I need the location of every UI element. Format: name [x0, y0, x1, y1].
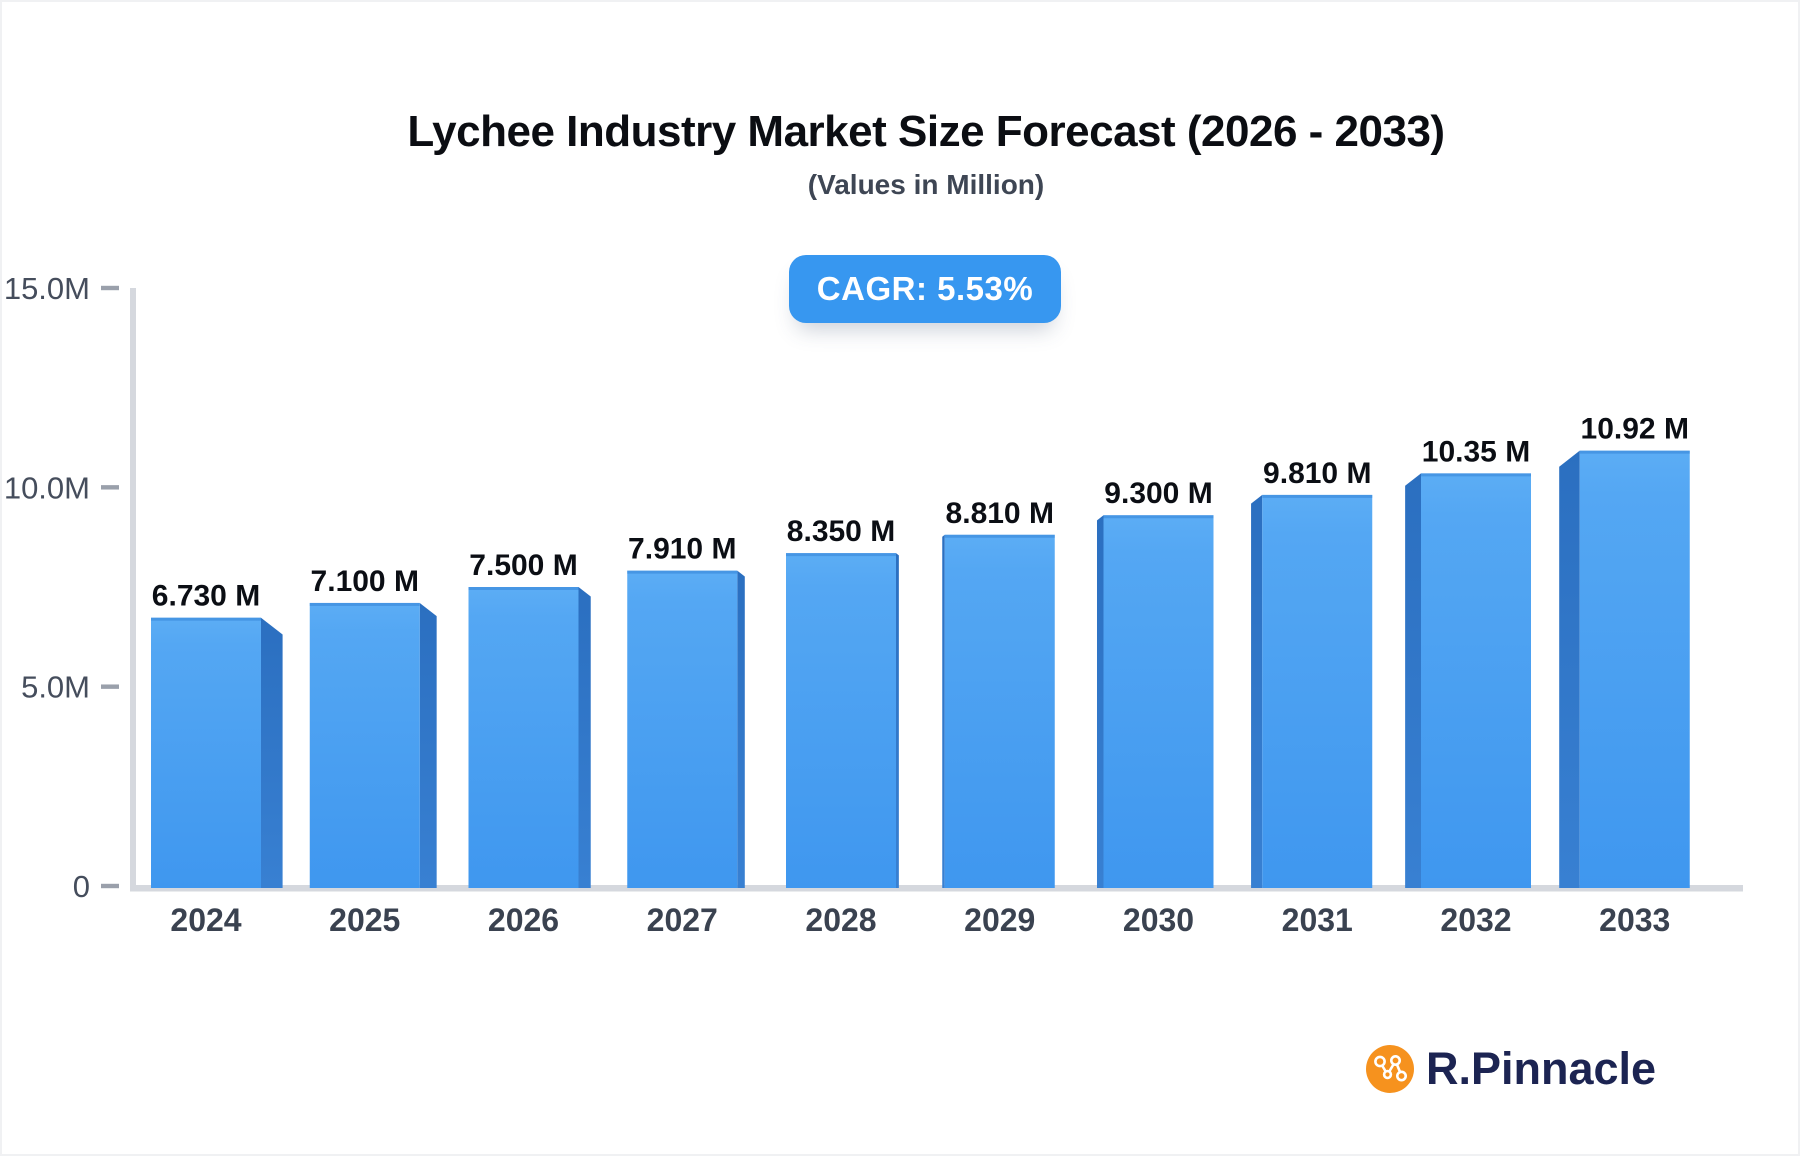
bar-value-label: 10.35 M	[1422, 435, 1530, 468]
bar-front-face	[151, 617, 261, 888]
bar-group-2031: 9.810 M 2031	[1251, 457, 1373, 938]
bar-front-face	[944, 534, 1055, 888]
brand-logo: R.Pinnacle	[1366, 1044, 1656, 1094]
bar-value-label: 8.350 M	[787, 515, 895, 548]
x-axis-label: 2026	[488, 902, 559, 938]
bar-top-edge	[151, 617, 261, 621]
bar-front-face	[786, 553, 896, 888]
bar-value-label: 9.300 M	[1104, 477, 1212, 510]
bar-front-face	[627, 570, 738, 888]
x-axis-label: 2028	[805, 902, 876, 938]
bar-top-edge	[944, 534, 1055, 538]
bar-side-face	[578, 587, 591, 888]
bar-group-2029: 8.810 M 2029	[942, 497, 1055, 938]
x-axis-label: 2025	[329, 902, 400, 938]
bar-value-label: 7.100 M	[311, 565, 419, 598]
brand-logo-text: R.Pinnacle	[1426, 1043, 1657, 1094]
bar-value-label: 9.810 M	[1263, 457, 1371, 490]
y-axis-tick	[101, 883, 119, 889]
x-axis-label: 2031	[1282, 902, 1353, 938]
bar-group-2027: 7.910 M 2027	[627, 533, 745, 938]
bar-front-face	[1103, 515, 1214, 888]
bar-value-label: 6.730 M	[152, 580, 260, 613]
bar-top-edge	[1579, 450, 1690, 454]
y-axis-label: 0	[73, 869, 90, 904]
bar-side-face	[1405, 473, 1421, 888]
x-axis-label: 2032	[1440, 902, 1511, 938]
y-axis-label: 15.0M	[4, 271, 90, 306]
bar-side-face	[419, 602, 437, 888]
chart-title: Lychee Industry Market Size Forecast (20…	[407, 107, 1445, 156]
bar-top-edge	[1262, 494, 1373, 498]
x-axis-label: 2024	[170, 902, 241, 938]
y-axis-line	[130, 288, 136, 891]
bar-group-2028: 8.350 M 2028	[786, 515, 899, 938]
bar-side-face	[942, 534, 945, 888]
bar-side-face	[261, 617, 283, 888]
y-axis-label: 5.0M	[21, 670, 90, 705]
logo-zigzag	[1378, 1058, 1403, 1078]
y-axis-label: 10.0M	[4, 470, 90, 505]
y-axis-tick	[101, 485, 119, 490]
x-axis-label: 2029	[964, 902, 1035, 938]
bar-value-label: 7.500 M	[469, 549, 577, 582]
network-nodes-icon	[1366, 1045, 1414, 1093]
x-axis-line	[130, 885, 1743, 892]
bar-value-label: 8.810 M	[946, 497, 1054, 530]
bar-group-2024: 6.730 M 2024	[151, 580, 283, 938]
chart-header: Lychee Industry Market Size Forecast (20…	[121, 108, 1731, 200]
bar-front-face	[468, 587, 579, 888]
bar-front-face	[1262, 494, 1373, 888]
bar-value-label: 7.910 M	[628, 533, 736, 566]
x-axis-label: 2030	[1123, 902, 1194, 938]
x-axis-label: 2033	[1599, 902, 1670, 938]
y-axis-tick	[101, 684, 119, 689]
bar-side-face	[1251, 494, 1263, 888]
bar-top-edge	[1421, 473, 1531, 477]
bar-top-edge	[468, 587, 579, 590]
bar-group-2032: 10.35 M 2032	[1405, 435, 1531, 938]
bar-front-face	[1579, 450, 1690, 888]
x-axis-label: 2027	[647, 902, 718, 938]
chart-subtitle: (Values in Million)	[807, 169, 1045, 200]
bar-front-face	[309, 602, 420, 888]
bar-side-face	[1096, 515, 1104, 888]
y-axis-tick	[101, 285, 119, 291]
bar-side-face	[896, 553, 899, 888]
bar-top-edge	[786, 553, 896, 557]
bar-front-face	[1421, 473, 1531, 888]
bar-group-2026: 7.500 M 2026	[468, 549, 591, 938]
bar-side-face	[737, 570, 745, 888]
bar-group-2033: 10.92 M 2033	[1559, 413, 1690, 938]
cagr-badge: CAGR: 5.53%	[789, 255, 1061, 323]
bar-group-2025: 7.100 M 2025	[309, 565, 437, 938]
bar-group-2030: 9.300 M 2030	[1096, 477, 1214, 938]
bar-top-edge	[627, 570, 738, 574]
bar-value-label: 10.92 M	[1581, 413, 1689, 446]
bar-top-edge	[1103, 515, 1214, 519]
bar-side-face	[1559, 450, 1580, 888]
bar-top-edge	[309, 602, 420, 606]
